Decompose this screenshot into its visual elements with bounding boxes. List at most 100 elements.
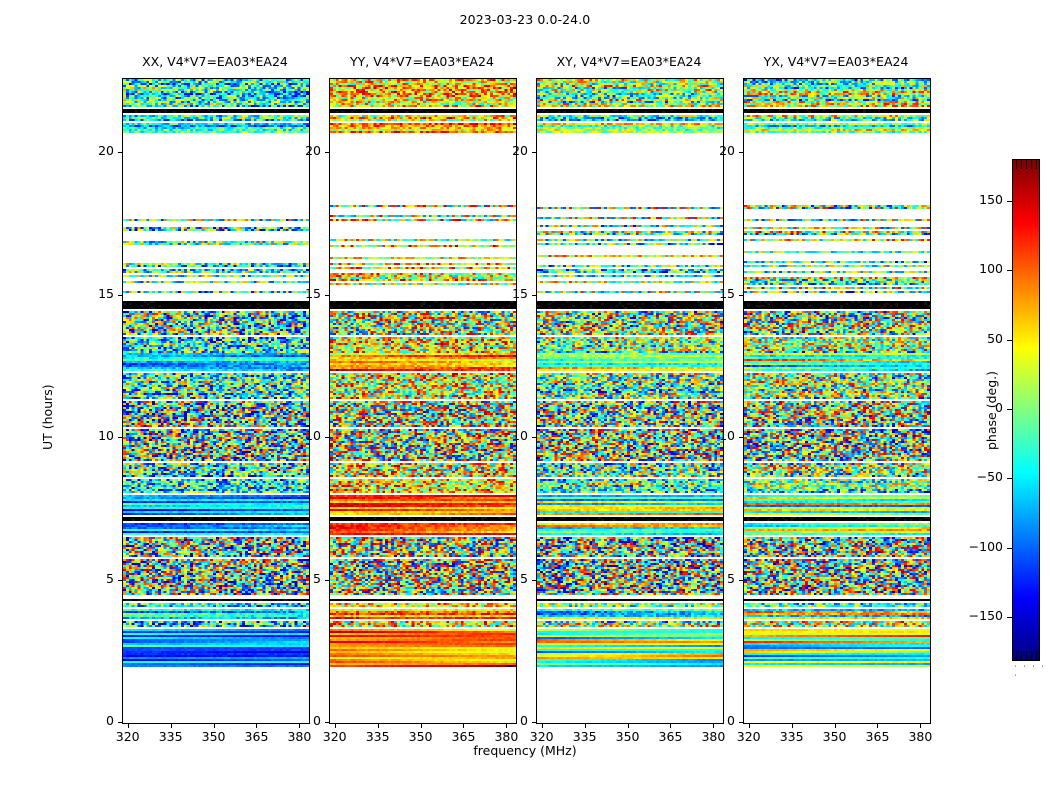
x-tick-mark: [171, 723, 172, 728]
y-axis-label: UT (hours): [40, 384, 55, 450]
panel-title-xy: XY, V4*V7=EA03*EA24: [556, 54, 702, 69]
y-tick-mark: [325, 580, 330, 581]
heatmap-panel-xy[interactable]: [536, 78, 724, 724]
y-tick-mark: [532, 295, 537, 296]
y-tick-mark: [532, 152, 537, 153]
x-tick-label: 350: [408, 729, 433, 744]
y-tick-mark: [532, 722, 537, 723]
y-tick-mark: [118, 437, 123, 438]
x-tick-label: 350: [615, 729, 640, 744]
colorbar-tick-label: 0: [995, 400, 1003, 415]
x-tick-mark: [877, 723, 878, 728]
y-tick-label: 5: [727, 570, 735, 586]
colorbar-tick-mark: [1007, 340, 1012, 341]
colorbar-tick-label: −50: [976, 469, 1003, 485]
y-tick-label: 10: [719, 428, 735, 444]
x-tick-label: 380: [287, 729, 312, 744]
x-tick-label: 320: [529, 729, 554, 744]
x-tick-label: 350: [201, 729, 226, 744]
y-tick-mark: [118, 152, 123, 153]
x-tick-label: 335: [779, 729, 804, 744]
y-tick-label: 10: [305, 428, 321, 444]
y-tick-mark: [325, 437, 330, 438]
y-tick-mark: [739, 437, 744, 438]
x-tick-mark: [792, 723, 793, 728]
x-tick-label: 380: [908, 729, 933, 744]
y-tick-label: 20: [719, 143, 735, 159]
colorbar-tick-mark: [1007, 270, 1012, 271]
y-tick-mark: [325, 152, 330, 153]
x-tick-mark: [628, 723, 629, 728]
colorbar-tick-mark: [1007, 409, 1012, 410]
x-tick-mark: [421, 723, 422, 728]
x-tick-mark: [835, 723, 836, 728]
y-tick-label: 0: [520, 713, 528, 728]
colorbar-label: phase (deg.): [984, 371, 999, 450]
colorbar-tick-mark: [1007, 548, 1012, 549]
x-tick-label: 320: [115, 729, 140, 744]
panel-title-yx: YX, V4*V7=EA03*EA24: [763, 54, 909, 69]
y-tick-mark: [739, 580, 744, 581]
panel-title-yy: YY, V4*V7=EA03*EA24: [350, 54, 494, 69]
x-tick-mark: [713, 723, 714, 728]
y-tick-label: 15: [719, 285, 735, 301]
x-tick-label: 365: [658, 729, 683, 744]
phase-image-yy: [330, 79, 516, 723]
colorbar-tick-label: 50: [987, 330, 1003, 346]
x-tick-label: 380: [701, 729, 726, 744]
x-tick-mark: [542, 723, 543, 728]
y-tick-mark: [118, 295, 123, 296]
y-tick-label: 5: [520, 570, 528, 586]
x-tick-label: 380: [494, 729, 519, 744]
x-tick-label: 365: [865, 729, 890, 744]
y-tick-mark: [325, 295, 330, 296]
x-tick-label: 320: [736, 729, 761, 744]
y-tick-label: 0: [106, 713, 114, 728]
colorbar[interactable]: [1012, 159, 1040, 661]
heatmap-panel-yx[interactable]: [743, 78, 931, 724]
x-tick-mark: [670, 723, 671, 728]
y-tick-label: 20: [512, 143, 528, 159]
y-tick-label: 0: [313, 713, 321, 728]
x-tick-mark: [585, 723, 586, 728]
x-tick-label: 335: [158, 729, 183, 744]
x-tick-mark: [214, 723, 215, 728]
y-tick-label: 15: [305, 285, 321, 301]
y-tick-label: 5: [313, 570, 321, 586]
phase-image-yx: [744, 79, 930, 723]
colorbar-extend-dots: ⋅ ⋅ ⋅ ⋅ ⋅: [1014, 662, 1046, 680]
colorbar-tick-label: −150: [968, 608, 1003, 624]
x-tick-mark: [749, 723, 750, 728]
x-tick-mark: [335, 723, 336, 728]
phase-image-xy: [537, 79, 723, 723]
y-tick-mark: [325, 722, 330, 723]
colorbar-tick-label: 100: [979, 261, 1003, 277]
x-tick-mark: [128, 723, 129, 728]
colorbar-tick-mark: [1007, 617, 1012, 618]
x-tick-label: 365: [451, 729, 476, 744]
y-tick-label: 15: [512, 285, 528, 301]
x-tick-label: 335: [572, 729, 597, 744]
y-tick-label: 20: [98, 143, 114, 159]
x-tick-label: 335: [365, 729, 390, 744]
colorbar-tick-mark: [1007, 201, 1012, 202]
panel-title-xx: XX, V4*V7=EA03*EA24: [142, 54, 288, 69]
x-tick-mark: [920, 723, 921, 728]
colorbar-tick-label: 150: [979, 191, 1003, 207]
x-tick-label: 350: [822, 729, 847, 744]
y-tick-mark: [532, 437, 537, 438]
heatmap-panel-yy[interactable]: [329, 78, 517, 724]
y-tick-label: 15: [98, 285, 114, 301]
y-tick-label: 10: [98, 428, 114, 444]
colorbar-tick-mark: [1007, 478, 1012, 479]
figure-suptitle: 2023-03-23 0.0-24.0: [459, 12, 591, 27]
y-tick-mark: [532, 580, 537, 581]
x-tick-label: 365: [244, 729, 269, 744]
x-axis-label: frequency (MHz): [473, 743, 577, 758]
colorbar-tick-label: −100: [968, 538, 1003, 554]
heatmap-panel-xx[interactable]: [122, 78, 310, 724]
x-tick-label: 320: [322, 729, 347, 744]
y-tick-mark: [739, 722, 744, 723]
x-tick-mark: [378, 723, 379, 728]
